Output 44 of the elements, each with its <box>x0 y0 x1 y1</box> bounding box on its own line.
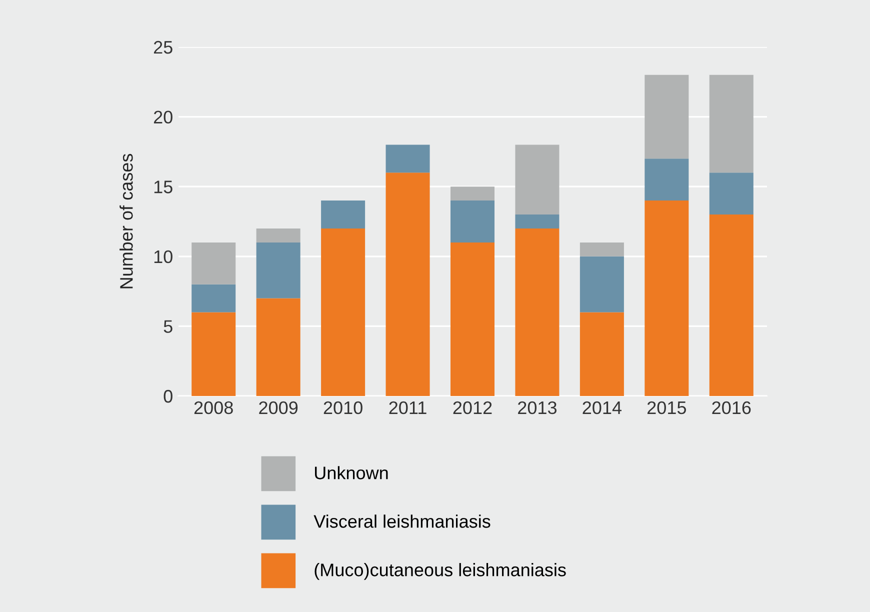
bar <box>580 312 624 396</box>
bar <box>644 74 689 159</box>
bar <box>450 186 495 201</box>
y-tick-label: 0 <box>164 390 172 403</box>
bar <box>515 214 560 228</box>
bar <box>450 242 495 396</box>
bar <box>192 284 236 312</box>
y-axis-title: Number of cases <box>120 154 133 288</box>
bar <box>450 200 495 242</box>
y-tick-label: 15 <box>154 180 172 194</box>
x-tick-label: 2015 <box>648 401 686 414</box>
bar <box>256 242 300 298</box>
bar <box>515 228 560 396</box>
bar <box>192 312 236 396</box>
bar <box>644 158 689 201</box>
x-tick-label: 2009 <box>259 401 298 414</box>
x-tick-label: 2016 <box>712 401 751 414</box>
bar <box>709 172 754 215</box>
bar <box>580 242 624 256</box>
bar <box>256 298 300 396</box>
bar <box>709 214 754 396</box>
bar <box>709 74 754 173</box>
x-tick-label: 2013 <box>518 401 557 414</box>
bar <box>515 144 560 215</box>
legend-label: (Muco)cutaneous leishmaniasis <box>314 563 566 580</box>
bar <box>192 242 236 284</box>
y-tick-label: 20 <box>154 110 172 124</box>
y-tick-label: 5 <box>164 320 172 333</box>
bar <box>386 172 430 396</box>
bar <box>580 256 624 312</box>
x-tick-label: 2008 <box>194 401 233 414</box>
bar <box>321 200 366 228</box>
bar <box>256 228 300 242</box>
y-tick-label: 10 <box>154 250 172 264</box>
y-tick-label: 25 <box>154 40 172 54</box>
x-tick-label: 2011 <box>389 401 426 414</box>
bar <box>321 228 366 396</box>
bar <box>386 144 430 173</box>
bar <box>644 200 689 396</box>
x-tick-label: 2012 <box>453 401 492 414</box>
legend-label: Visceral leishmaniasis <box>314 514 490 528</box>
x-tick-label: 2010 <box>324 401 362 414</box>
legend-label: Unknown <box>315 466 388 480</box>
x-tick-label: 2014 <box>582 401 622 414</box>
